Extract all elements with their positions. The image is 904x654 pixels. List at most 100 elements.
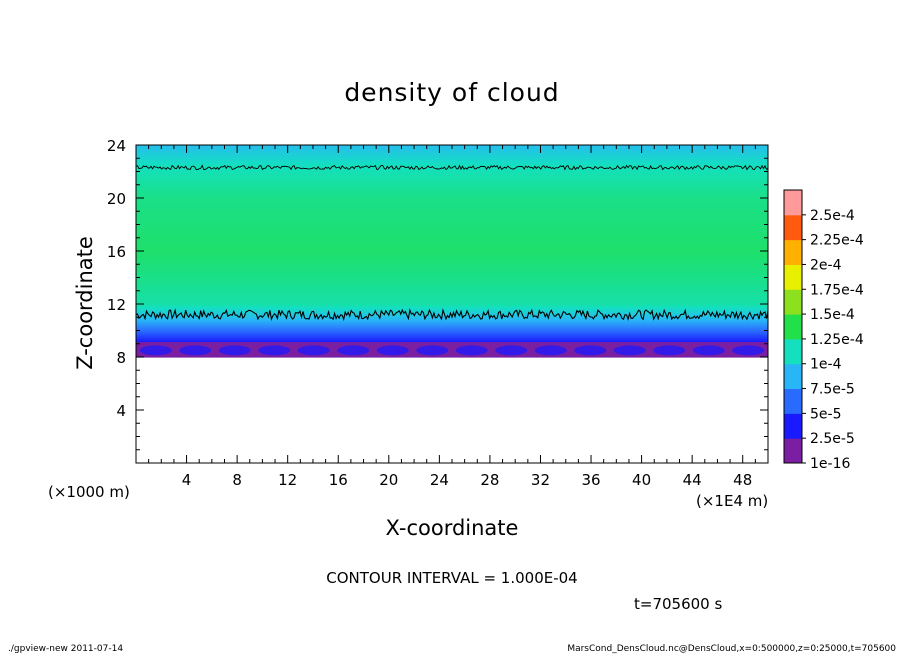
- x-tick-label: 28: [480, 471, 499, 489]
- x-tick-label: 8: [232, 471, 242, 489]
- colorbar-label: 1e-16: [810, 456, 850, 472]
- field-band: [136, 282, 768, 285]
- colorbar-segment: [784, 214, 802, 241]
- field-band: [136, 241, 768, 244]
- colorbar-label: 7.5e-5: [810, 382, 855, 398]
- field-band: [136, 268, 768, 271]
- x-tick-label: 48: [733, 471, 752, 489]
- colorbar-label: 5e-5: [810, 406, 841, 422]
- field-band: [136, 251, 768, 254]
- field-band: [136, 155, 768, 158]
- field-band: [136, 210, 768, 213]
- field-band: [136, 254, 768, 257]
- x-tick-label: 40: [632, 471, 651, 489]
- field-band: [136, 234, 768, 237]
- field-band: [136, 320, 768, 323]
- field-band: [136, 261, 768, 264]
- field-band: [136, 258, 768, 261]
- field-band: [136, 276, 768, 279]
- colorbar-frame: [783, 189, 803, 464]
- field-band: [136, 132, 768, 134]
- field-band: [136, 318, 768, 321]
- field-band: [136, 164, 768, 167]
- field-band: [136, 162, 768, 165]
- field-band: [136, 280, 768, 283]
- footer-left: ./gpview-new 2011-07-14: [8, 644, 123, 654]
- y-axis: 4 8 12 16 20 24: [107, 137, 768, 451]
- field-band: [136, 302, 768, 305]
- field-band: [136, 244, 768, 247]
- field-band: [136, 193, 768, 196]
- field-band: [136, 216, 768, 219]
- colorbar-label: 2.5e-4: [810, 208, 855, 224]
- field-band: [136, 183, 768, 186]
- field-band: [136, 331, 768, 334]
- field-band: [136, 266, 768, 269]
- colorbar-segment: [784, 438, 802, 464]
- time-label: t=705600 s: [634, 595, 722, 613]
- field-band: [136, 157, 768, 160]
- field-band: [136, 348, 768, 351]
- x-tick-label: 44: [683, 471, 702, 489]
- field-band: [136, 328, 768, 331]
- colorbar-segment: [784, 338, 802, 365]
- field-band: [136, 304, 768, 307]
- field-band: [136, 140, 768, 142]
- field-band: [136, 355, 768, 358]
- field-band: [136, 354, 768, 357]
- field-band: [136, 337, 768, 340]
- field-band: [136, 150, 768, 153]
- y-tick-label: 8: [116, 349, 126, 367]
- field-band: [136, 200, 768, 203]
- field-band: [136, 152, 768, 155]
- field-band: [136, 275, 768, 278]
- field-band: [136, 335, 768, 338]
- field-band: [136, 176, 768, 179]
- colorbar-segment: [784, 190, 802, 216]
- field-cell: [218, 345, 251, 356]
- field-band: [136, 161, 768, 164]
- field-band: [136, 321, 768, 324]
- field-band: [136, 349, 768, 352]
- y-tick-label: 20: [107, 190, 126, 208]
- field-band: [136, 292, 768, 295]
- field-band: [136, 347, 768, 350]
- colorbar-segment: [784, 314, 802, 340]
- field-band: [136, 206, 768, 209]
- field-band: [136, 171, 768, 174]
- field-band: [136, 154, 768, 157]
- x-axis: 4 8 12 16 20 24 28 32 36 40 44 48: [148, 145, 756, 489]
- field-band: [136, 242, 768, 245]
- field-band: [136, 233, 768, 236]
- x-tick-label: 32: [531, 471, 550, 489]
- field-cell: [495, 345, 528, 356]
- field-band: [136, 172, 768, 175]
- field-cell: [692, 345, 725, 356]
- field-band: [136, 296, 768, 299]
- colorbar-segment: [784, 388, 802, 414]
- field-cell: [416, 345, 449, 356]
- field-band: [136, 245, 768, 248]
- field-band: [136, 265, 768, 268]
- field-band: [136, 224, 768, 227]
- field-band: [136, 345, 768, 348]
- field-band: [136, 272, 768, 275]
- field-band: [136, 204, 768, 207]
- field-band: [136, 247, 768, 250]
- colorbar-segment: [784, 239, 802, 265]
- field-cell: [376, 345, 409, 356]
- contour-interval-label: CONTOUR INTERVAL = 1.000E-04: [326, 569, 577, 587]
- field-band: [136, 220, 768, 223]
- field-band: [136, 226, 768, 229]
- field-band: [136, 168, 768, 171]
- field-band: [136, 151, 768, 154]
- field-band: [136, 173, 768, 176]
- field-band: [136, 303, 768, 306]
- field-band: [136, 264, 768, 267]
- field-band: [136, 259, 768, 262]
- field-band: [136, 262, 768, 265]
- field-band: [136, 136, 768, 138]
- field-band: [136, 300, 768, 303]
- field-band: [136, 175, 768, 178]
